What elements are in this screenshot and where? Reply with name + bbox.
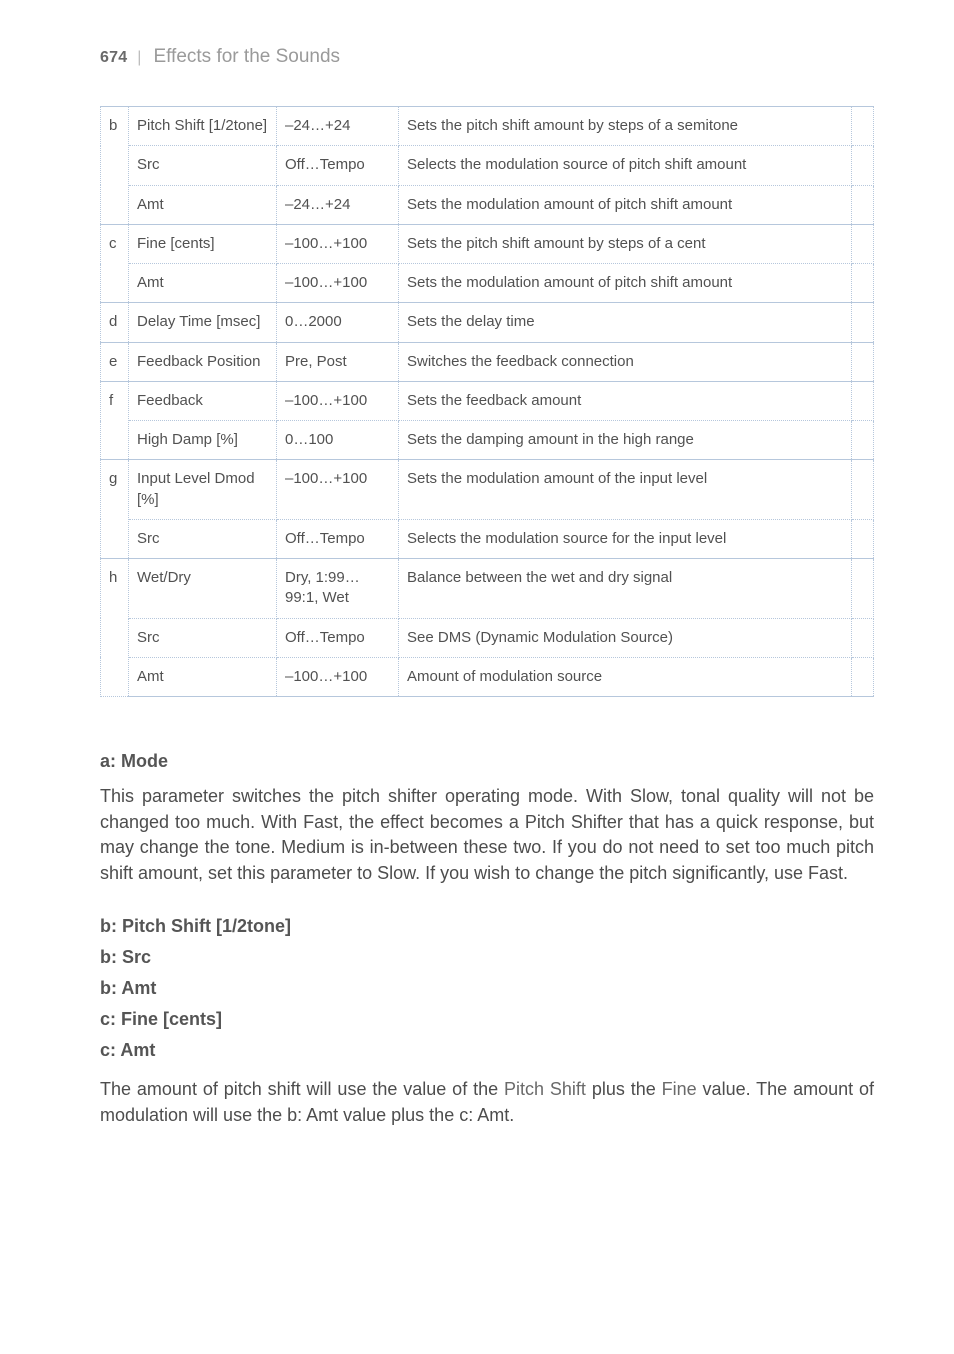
param-name: Input Level Dmod [%]: [129, 460, 277, 520]
table-row: Amt–24…+24Sets the modulation amount of …: [101, 185, 874, 224]
param-description: Sets the pitch shift amount by steps of …: [399, 107, 852, 146]
param-range: Pre, Post: [277, 342, 399, 381]
param-range: Off…Tempo: [277, 618, 399, 657]
text-run: The amount of pitch shift will use the v…: [100, 1079, 504, 1099]
table-row: Amt–100…+100Amount of modulation source: [101, 657, 874, 696]
param-range: –100…+100: [277, 381, 399, 420]
param-description: Sets the pitch shift amount by steps of …: [399, 224, 852, 263]
inline-term-pitch-shift: Pitch Shift: [504, 1079, 586, 1099]
inline-term-fine: Fine: [662, 1079, 697, 1099]
sub-heading: c: Fine [cents]: [100, 1009, 874, 1030]
param-description: Selects the modulation source for the in…: [399, 519, 852, 558]
row-end-spacer: [852, 224, 874, 263]
param-description: Balance between the wet and dry signal: [399, 559, 852, 619]
param-range: 0…100: [277, 421, 399, 460]
row-end-spacer: [852, 519, 874, 558]
row-end-spacer: [852, 185, 874, 224]
section-title: Effects for the Sounds: [153, 46, 340, 68]
param-name: High Damp [%]: [129, 421, 277, 460]
row-end-spacer: [852, 342, 874, 381]
table-row: SrcOff…TempoSee DMS (Dynamic Modulation …: [101, 618, 874, 657]
param-description: See DMS (Dynamic Modulation Source): [399, 618, 852, 657]
param-name: Amt: [129, 657, 277, 696]
param-id: f: [101, 381, 129, 460]
row-end-spacer: [852, 107, 874, 146]
param-range: –100…+100: [277, 224, 399, 263]
row-end-spacer: [852, 559, 874, 619]
param-name: Amt: [129, 264, 277, 303]
param-range: Off…Tempo: [277, 519, 399, 558]
param-range: –100…+100: [277, 264, 399, 303]
row-end-spacer: [852, 146, 874, 185]
table-row: bPitch Shift [1/2tone]–24…+24Sets the pi…: [101, 107, 874, 146]
parameter-table: bPitch Shift [1/2tone]–24…+24Sets the pi…: [100, 106, 874, 697]
table-row: cFine [cents]–100…+100Sets the pitch shi…: [101, 224, 874, 263]
param-id: c: [101, 224, 129, 303]
param-name: Feedback: [129, 381, 277, 420]
param-range: –100…+100: [277, 657, 399, 696]
sub-heading: b: Src: [100, 947, 874, 968]
row-end-spacer: [852, 264, 874, 303]
table-row: Amt–100…+100Sets the modulation amount o…: [101, 264, 874, 303]
param-description: Amount of modulation source: [399, 657, 852, 696]
row-end-spacer: [852, 381, 874, 420]
param-description: Sets the feedback amount: [399, 381, 852, 420]
param-name: Amt: [129, 185, 277, 224]
sub-heading: c: Amt: [100, 1040, 874, 1061]
row-end-spacer: [852, 618, 874, 657]
param-range: –24…+24: [277, 185, 399, 224]
table-row: eFeedback PositionPre, PostSwitches the …: [101, 342, 874, 381]
param-description: Sets the modulation amount of pitch shif…: [399, 185, 852, 224]
param-description: Sets the modulation amount of pitch shif…: [399, 264, 852, 303]
param-id: b: [101, 107, 129, 225]
row-end-spacer: [852, 657, 874, 696]
param-description: Sets the damping amount in the high rang…: [399, 421, 852, 460]
page-number: 674: [100, 49, 127, 67]
page-header: 674 | Effects for the Sounds: [100, 46, 874, 68]
paragraph-a-mode: This parameter switches the pitch shifte…: [100, 784, 874, 886]
param-description: Sets the delay time: [399, 303, 852, 342]
param-description: Selects the modulation source of pitch s…: [399, 146, 852, 185]
param-id: g: [101, 460, 129, 559]
row-end-spacer: [852, 460, 874, 520]
param-description: Switches the feedback connection: [399, 342, 852, 381]
table-row: gInput Level Dmod [%]–100…+100Sets the m…: [101, 460, 874, 520]
param-range: Off…Tempo: [277, 146, 399, 185]
param-name: Src: [129, 618, 277, 657]
row-end-spacer: [852, 303, 874, 342]
table-row: fFeedback–100…+100Sets the feedback amou…: [101, 381, 874, 420]
table-row: hWet/DryDry, 1:99…99:1, WetBalance betwe…: [101, 559, 874, 619]
table-row: High Damp [%]0…100Sets the damping amoun…: [101, 421, 874, 460]
sub-heading-list: b: Pitch Shift [1/2tone] b: Src b: Amt c: F…: [100, 916, 874, 1061]
param-name: Wet/Dry: [129, 559, 277, 619]
param-range: 0…2000: [277, 303, 399, 342]
sub-heading: b: Pitch Shift [1/2tone]: [100, 916, 874, 937]
table-row: SrcOff…TempoSelects the modulation sourc…: [101, 146, 874, 185]
param-id: h: [101, 559, 129, 697]
row-end-spacer: [852, 421, 874, 460]
param-description: Sets the modulation amount of the input …: [399, 460, 852, 520]
param-id: d: [101, 303, 129, 342]
heading-a-mode: a: Mode: [100, 751, 874, 772]
param-name: Delay Time [msec]: [129, 303, 277, 342]
param-range: Dry, 1:99…99:1, Wet: [277, 559, 399, 619]
table-row: dDelay Time [msec]0…2000Sets the delay t…: [101, 303, 874, 342]
param-name: Src: [129, 146, 277, 185]
text-run: plus the: [586, 1079, 662, 1099]
param-range: –24…+24: [277, 107, 399, 146]
table-row: SrcOff…TempoSelects the modulation sourc…: [101, 519, 874, 558]
header-separator: |: [137, 49, 141, 67]
param-range: –100…+100: [277, 460, 399, 520]
sub-heading: b: Amt: [100, 978, 874, 999]
param-name: Src: [129, 519, 277, 558]
param-name: Pitch Shift [1/2tone]: [129, 107, 277, 146]
param-name: Fine [cents]: [129, 224, 277, 263]
param-id: e: [101, 342, 129, 381]
param-name: Feedback Position: [129, 342, 277, 381]
paragraph-pitchshift-fine: The amount of pitch shift will use the v…: [100, 1077, 874, 1128]
